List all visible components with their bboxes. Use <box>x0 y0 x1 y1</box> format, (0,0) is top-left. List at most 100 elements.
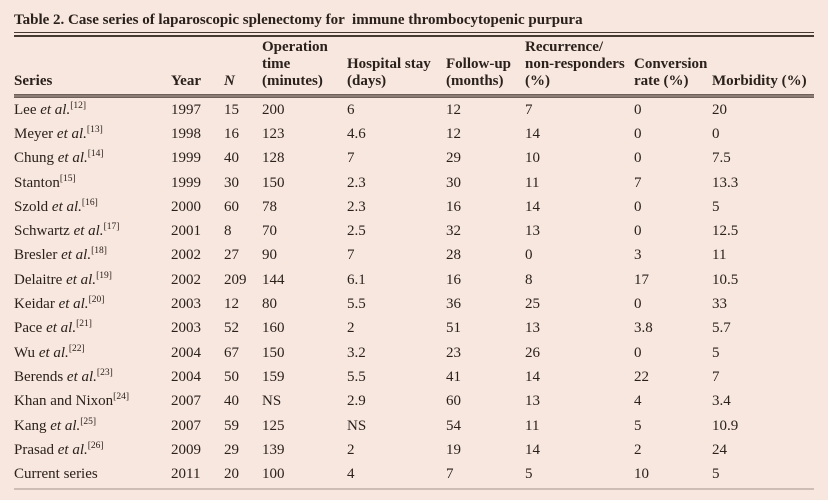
etal-label: et al. <box>51 198 82 215</box>
operation-time-cell: 128 <box>262 150 285 167</box>
series-name: Prasad <box>14 441 54 458</box>
series-cell: Current series <box>14 466 171 483</box>
follow-up-cell: 7 <box>446 466 454 483</box>
recurrence-cell: 14 <box>525 198 540 215</box>
operation-time-cell: NS <box>262 393 282 410</box>
series-name: Stanton <box>14 174 60 191</box>
morbidity-cell: 24 <box>712 441 727 458</box>
series-cell: Keidar et al.[20] <box>14 295 171 313</box>
recurrence-cell: 7 <box>525 101 533 118</box>
series-name: Meyer <box>14 125 54 142</box>
n-cell: 15 <box>224 101 239 118</box>
operation-time-cell: 200 <box>262 101 285 118</box>
series-cell: Szold et al.[16] <box>14 197 171 216</box>
operation-time-cell: 100 <box>262 466 285 483</box>
reference-superscript: [17] <box>103 222 120 233</box>
series-name: Chung <box>14 150 55 167</box>
series-cell: Meyer et al.[13] <box>14 124 171 143</box>
morbidity-cell: 33 <box>712 296 727 313</box>
conversion-cell: 5 <box>634 417 642 434</box>
recurrence-cell: 14 <box>525 368 540 385</box>
recurrence-cell: 25 <box>525 296 540 313</box>
follow-up-cell: 51 <box>446 320 461 337</box>
operation-time-cell: 144 <box>262 271 285 288</box>
hospital-stay-cell: 5.5 <box>347 296 366 313</box>
conversion-cell: 0 <box>634 223 642 240</box>
series-cell: Chung et al.[14] <box>14 149 171 167</box>
series-name: Lee <box>14 101 37 118</box>
recurrence-cell: 10 <box>525 150 540 167</box>
series-cell: Pace et al.[21] <box>14 320 171 337</box>
morbidity-cell: 5 <box>712 466 720 483</box>
column-headers: Series Year N Operation time (minutes) Hospi… <box>14 37 814 94</box>
series-cell: Lee et al.[12] <box>14 101 171 119</box>
morbidity-cell: 10.5 <box>712 271 739 288</box>
hospital-stay-cell: 5.5 <box>347 368 366 385</box>
n-cell: 16 <box>224 125 239 142</box>
hospital-stay-cell: 2.9 <box>347 393 366 410</box>
series-cell: Delaitre et al.[19] <box>14 270 171 289</box>
n-cell: 40 <box>224 393 239 410</box>
year-cell: 2007 <box>171 393 201 410</box>
year-cell: 2001 <box>171 223 201 240</box>
reference-superscript: [21] <box>76 319 92 330</box>
conversion-cell: 0 <box>634 296 642 313</box>
conversion-cell: 7 <box>634 174 642 191</box>
recurrence-cell: 13 <box>525 320 540 337</box>
morbidity-cell: 5 <box>712 198 720 215</box>
col-header-recurrence: Recurrence/ non-responders (%) <box>525 39 625 89</box>
recurrence-cell: 14 <box>525 441 540 458</box>
operation-time-cell: 160 <box>262 320 285 337</box>
etal-label: et al. <box>38 344 69 361</box>
series-cell: Wu et al.[22] <box>14 344 171 362</box>
follow-up-cell: 41 <box>446 368 461 385</box>
etal-label: et al. <box>40 101 71 118</box>
conversion-cell: 0 <box>634 101 642 118</box>
recurrence-cell: 13 <box>525 393 540 410</box>
morbidity-cell: 7 <box>712 368 720 385</box>
etal-label: et al. <box>57 150 88 167</box>
etal-label: et al. <box>50 417 81 434</box>
series-cell: Prasad et al.[26] <box>14 440 171 459</box>
reference-superscript: [18] <box>91 246 107 257</box>
hospital-stay-cell: 2.3 <box>347 174 366 191</box>
series-cell: Schwartz et al.[17] <box>14 222 171 240</box>
morbidity-cell: 20 <box>712 101 727 118</box>
etal-label: et al. <box>46 320 77 337</box>
n-cell: 60 <box>224 198 239 215</box>
series-name: Current series <box>14 466 98 483</box>
recurrence-cell: 0 <box>525 247 533 264</box>
title-double-rule <box>14 32 814 37</box>
reference-superscript: [26] <box>87 440 104 451</box>
series-name: Berends <box>14 368 64 385</box>
conversion-cell: 0 <box>634 125 642 142</box>
year-cell: 2002 <box>171 247 201 264</box>
series-cell: Kang et al.[25] <box>14 417 171 435</box>
series-name: Wu <box>14 344 36 361</box>
operation-time-cell: 78 <box>262 198 277 215</box>
year-cell: 2003 <box>171 320 201 337</box>
morbidity-cell: 12.5 <box>712 223 739 240</box>
morbidity-cell: 3.4 <box>712 393 731 410</box>
table-title: Table 2. Case series of laparoscopic spl… <box>14 12 583 28</box>
hospital-stay-cell: 3.2 <box>347 344 366 361</box>
conversion-cell: 2 <box>634 441 642 458</box>
recurrence-cell: 8 <box>525 271 533 288</box>
recurrence-cell: 5 <box>525 466 533 483</box>
reference-superscript: [19] <box>96 270 112 281</box>
hospital-stay-cell: 4.6 <box>347 125 366 142</box>
reference-superscript: [13] <box>86 124 103 135</box>
bottom-rule <box>14 487 814 490</box>
hospital-stay-cell: 7 <box>347 247 355 264</box>
reference-superscript: [16] <box>81 197 98 208</box>
series-name: Delaitre <box>14 271 63 288</box>
morbidity-cell: 5.7 <box>712 320 731 337</box>
col-header-hospital-stay: Hospital stay (days) <box>347 56 431 89</box>
col-header-follow-up: Follow-up (months) <box>446 56 512 89</box>
year-cell: 2007 <box>171 417 201 434</box>
hospital-stay-cell: 2 <box>347 441 355 458</box>
etal-label: et al. <box>57 441 88 458</box>
follow-up-cell: 12 <box>446 101 461 118</box>
hospital-stay-cell: 2.5 <box>347 223 366 240</box>
conversion-cell: 0 <box>634 198 642 215</box>
